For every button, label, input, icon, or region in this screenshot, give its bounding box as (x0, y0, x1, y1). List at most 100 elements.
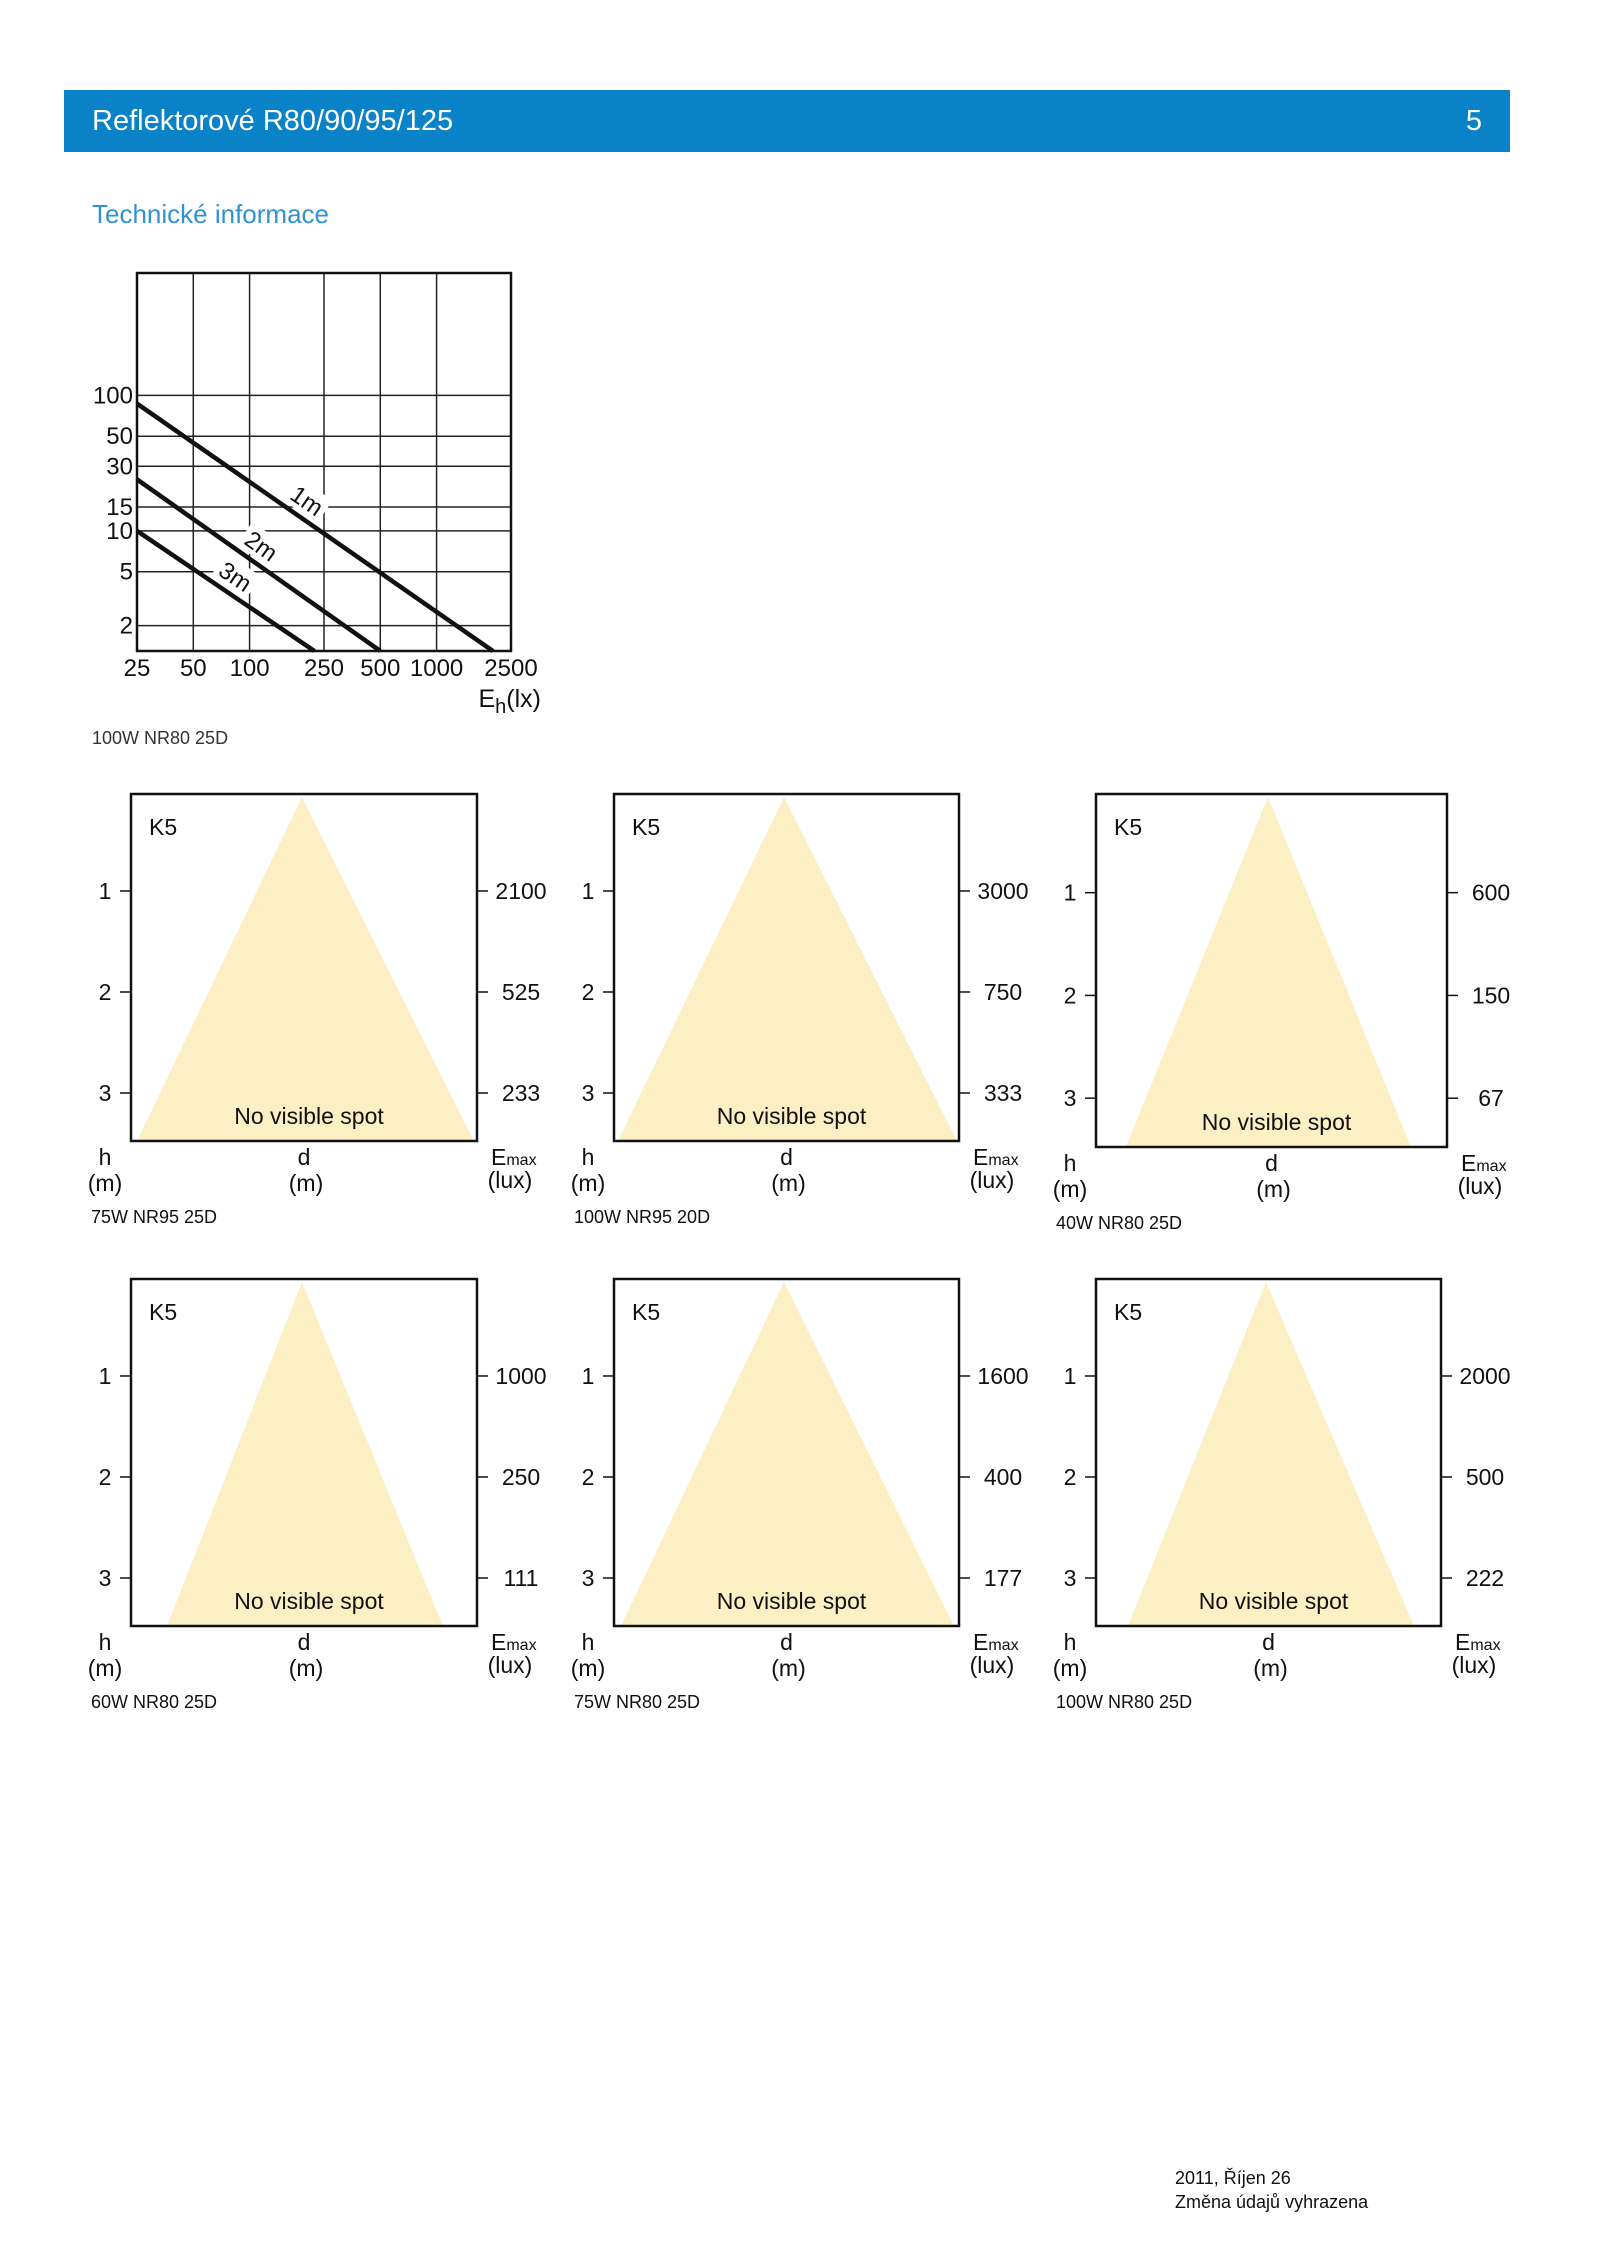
beam-cone (1128, 1282, 1414, 1626)
beam-cone (167, 1282, 443, 1626)
d-axis-unit: (m) (1253, 1655, 1287, 1681)
emax-value: 67 (1478, 1085, 1504, 1111)
d-axis-unit: (m) (771, 1655, 805, 1681)
chart-grid (136, 273, 512, 651)
beam-code: K5 (149, 814, 177, 840)
h-axis-label: h (582, 1144, 595, 1170)
x-axis-unit: (lx) (506, 685, 541, 713)
series-label-1m: 1m (282, 476, 333, 524)
emax-symbol: E (973, 1629, 988, 1655)
emax-symbol: E (491, 1144, 506, 1170)
panel-frame (612, 792, 961, 1143)
emax-subscript: max (506, 1637, 536, 1654)
x-axis-symbol: E (478, 685, 495, 713)
x-tick-label: 500 (360, 655, 400, 682)
emax-subscript: max (988, 1152, 1018, 1169)
chart-series (135, 401, 495, 653)
beam-code: K5 (149, 1299, 177, 1325)
beam-cone (618, 797, 957, 1141)
h-tick-label: 2 (582, 1464, 595, 1490)
h-tick-label: 3 (1064, 1085, 1077, 1111)
emax-axis-label: Emax (973, 1629, 1019, 1655)
h-tick-label: 2 (99, 979, 112, 1005)
y-tick-label: 15 (106, 494, 133, 521)
emax-axis-label: Emax (973, 1144, 1019, 1170)
emax-value: 111 (504, 1565, 539, 1591)
d-axis-unit: (m) (1256, 1176, 1290, 1202)
beam-note: No visible spot (234, 1588, 384, 1614)
emax-unit: (lux) (488, 1167, 533, 1193)
emax-value: 333 (984, 1080, 1022, 1106)
panel-caption: 100W NR95 20D (574, 1207, 710, 1227)
h-tick-label: 3 (99, 1565, 112, 1591)
beam-note: No visible spot (1199, 1588, 1349, 1614)
h-tick-label: 1 (582, 1363, 595, 1389)
d-axis-unit: (m) (289, 1655, 323, 1681)
beam-cone (621, 1282, 954, 1626)
h-tick-label: 3 (582, 1565, 595, 1591)
emax-value: 750 (984, 979, 1022, 1005)
x-tick-labels: 25 50 100 250 500 1000 2500 (124, 655, 538, 682)
emax-symbol: E (973, 1144, 988, 1170)
x-axis-label: Eh(lx) (478, 685, 541, 718)
emax-unit: (lux) (1458, 1173, 1503, 1199)
d-axis-unit: (m) (289, 1170, 323, 1196)
emax-value: 222 (1466, 1565, 1504, 1591)
h-tick-label: 1 (582, 878, 595, 904)
beam-code: K5 (1114, 814, 1142, 840)
emax-value: 250 (502, 1464, 540, 1490)
panel-caption: 40W NR80 25D (1056, 1213, 1182, 1233)
header-title: Reflektorové R80/90/95/125 (92, 105, 454, 137)
beam-cone (1126, 797, 1411, 1147)
beam-code: K5 (632, 814, 660, 840)
emax-symbol: E (1455, 1629, 1470, 1655)
h-axis-unit: (m) (571, 1170, 605, 1196)
h-tick-label: 3 (99, 1080, 112, 1106)
panel-frame (612, 1277, 961, 1628)
panel-frame (129, 792, 479, 1143)
emax-value: 600 (1472, 880, 1510, 906)
beam-code: K5 (632, 1299, 660, 1325)
h-axis-unit: (m) (88, 1655, 122, 1681)
emax-symbol: E (1461, 1150, 1476, 1176)
series-label-2m: 2m (236, 521, 287, 569)
y-tick-label: 30 (106, 453, 133, 480)
series-line-2m (135, 477, 382, 653)
d-axis-unit: (m) (771, 1170, 805, 1196)
emax-axis-label: Emax (1455, 1629, 1501, 1655)
emax-unit: (lux) (488, 1652, 533, 1678)
panel-frame (1094, 1277, 1443, 1628)
h-axis-unit: (m) (571, 1655, 605, 1681)
h-tick-label: 1 (1064, 880, 1077, 906)
emax-value: 1000 (495, 1363, 546, 1389)
h-axis-unit: (m) (88, 1170, 122, 1196)
emax-unit: (lux) (1452, 1652, 1497, 1678)
emax-value: 400 (984, 1464, 1022, 1490)
chart-caption: 100W NR80 25D (92, 728, 229, 748)
series-label-background (282, 476, 333, 524)
h-axis-label: h (99, 1629, 112, 1655)
y-tick-label: 10 (106, 518, 133, 545)
panel-caption: 75W NR80 25D (574, 1692, 700, 1712)
emax-value: 233 (502, 1080, 540, 1106)
emax-axis-label: Emax (491, 1144, 537, 1170)
d-axis-label: d (298, 1629, 311, 1655)
footer-date: 2011, Říjen 26 (1175, 2168, 1291, 2188)
h-tick-label: 2 (1064, 982, 1077, 1008)
emax-value: 3000 (977, 878, 1028, 904)
series-line-1m (135, 401, 495, 653)
d-axis-label: d (780, 1629, 793, 1655)
emax-subscript: max (506, 1152, 536, 1169)
footer-note: Změna údajů vyhrazena (1175, 2192, 1369, 2212)
y-tick-label: 50 (106, 423, 133, 450)
emax-value: 1600 (977, 1363, 1028, 1389)
h-tick-label: 1 (1064, 1363, 1077, 1389)
